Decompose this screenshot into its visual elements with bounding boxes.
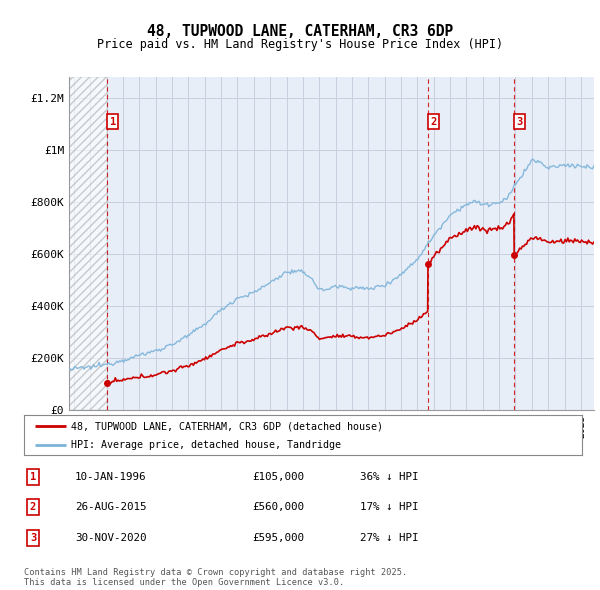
Text: 3: 3 xyxy=(517,117,523,127)
Text: Price paid vs. HM Land Registry's House Price Index (HPI): Price paid vs. HM Land Registry's House … xyxy=(97,38,503,51)
Text: HPI: Average price, detached house, Tandridge: HPI: Average price, detached house, Tand… xyxy=(71,440,341,450)
Text: 27% ↓ HPI: 27% ↓ HPI xyxy=(360,533,419,543)
Text: 17% ↓ HPI: 17% ↓ HPI xyxy=(360,503,419,512)
Text: 48, TUPWOOD LANE, CATERHAM, CR3 6DP: 48, TUPWOOD LANE, CATERHAM, CR3 6DP xyxy=(147,24,453,38)
Text: 36% ↓ HPI: 36% ↓ HPI xyxy=(360,472,419,481)
Text: 2: 2 xyxy=(30,503,36,512)
Text: 2: 2 xyxy=(430,117,437,127)
Text: 10-JAN-1996: 10-JAN-1996 xyxy=(75,472,146,481)
Text: £105,000: £105,000 xyxy=(252,472,304,481)
Text: 48, TUPWOOD LANE, CATERHAM, CR3 6DP (detached house): 48, TUPWOOD LANE, CATERHAM, CR3 6DP (det… xyxy=(71,421,383,431)
Text: £595,000: £595,000 xyxy=(252,533,304,543)
Text: Contains HM Land Registry data © Crown copyright and database right 2025.
This d: Contains HM Land Registry data © Crown c… xyxy=(24,568,407,587)
Text: 3: 3 xyxy=(30,533,36,543)
Text: £560,000: £560,000 xyxy=(252,503,304,512)
Text: 1: 1 xyxy=(110,117,116,127)
Text: 26-AUG-2015: 26-AUG-2015 xyxy=(75,503,146,512)
Text: 1: 1 xyxy=(30,472,36,481)
Text: 30-NOV-2020: 30-NOV-2020 xyxy=(75,533,146,543)
